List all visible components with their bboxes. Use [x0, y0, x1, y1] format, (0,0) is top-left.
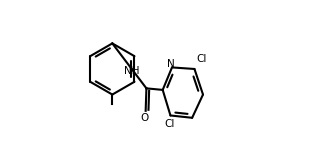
Text: O: O — [141, 113, 149, 123]
Text: N: N — [167, 59, 175, 69]
Text: NH: NH — [124, 66, 140, 75]
Text: Cl: Cl — [196, 54, 207, 64]
Text: Cl: Cl — [165, 119, 175, 129]
